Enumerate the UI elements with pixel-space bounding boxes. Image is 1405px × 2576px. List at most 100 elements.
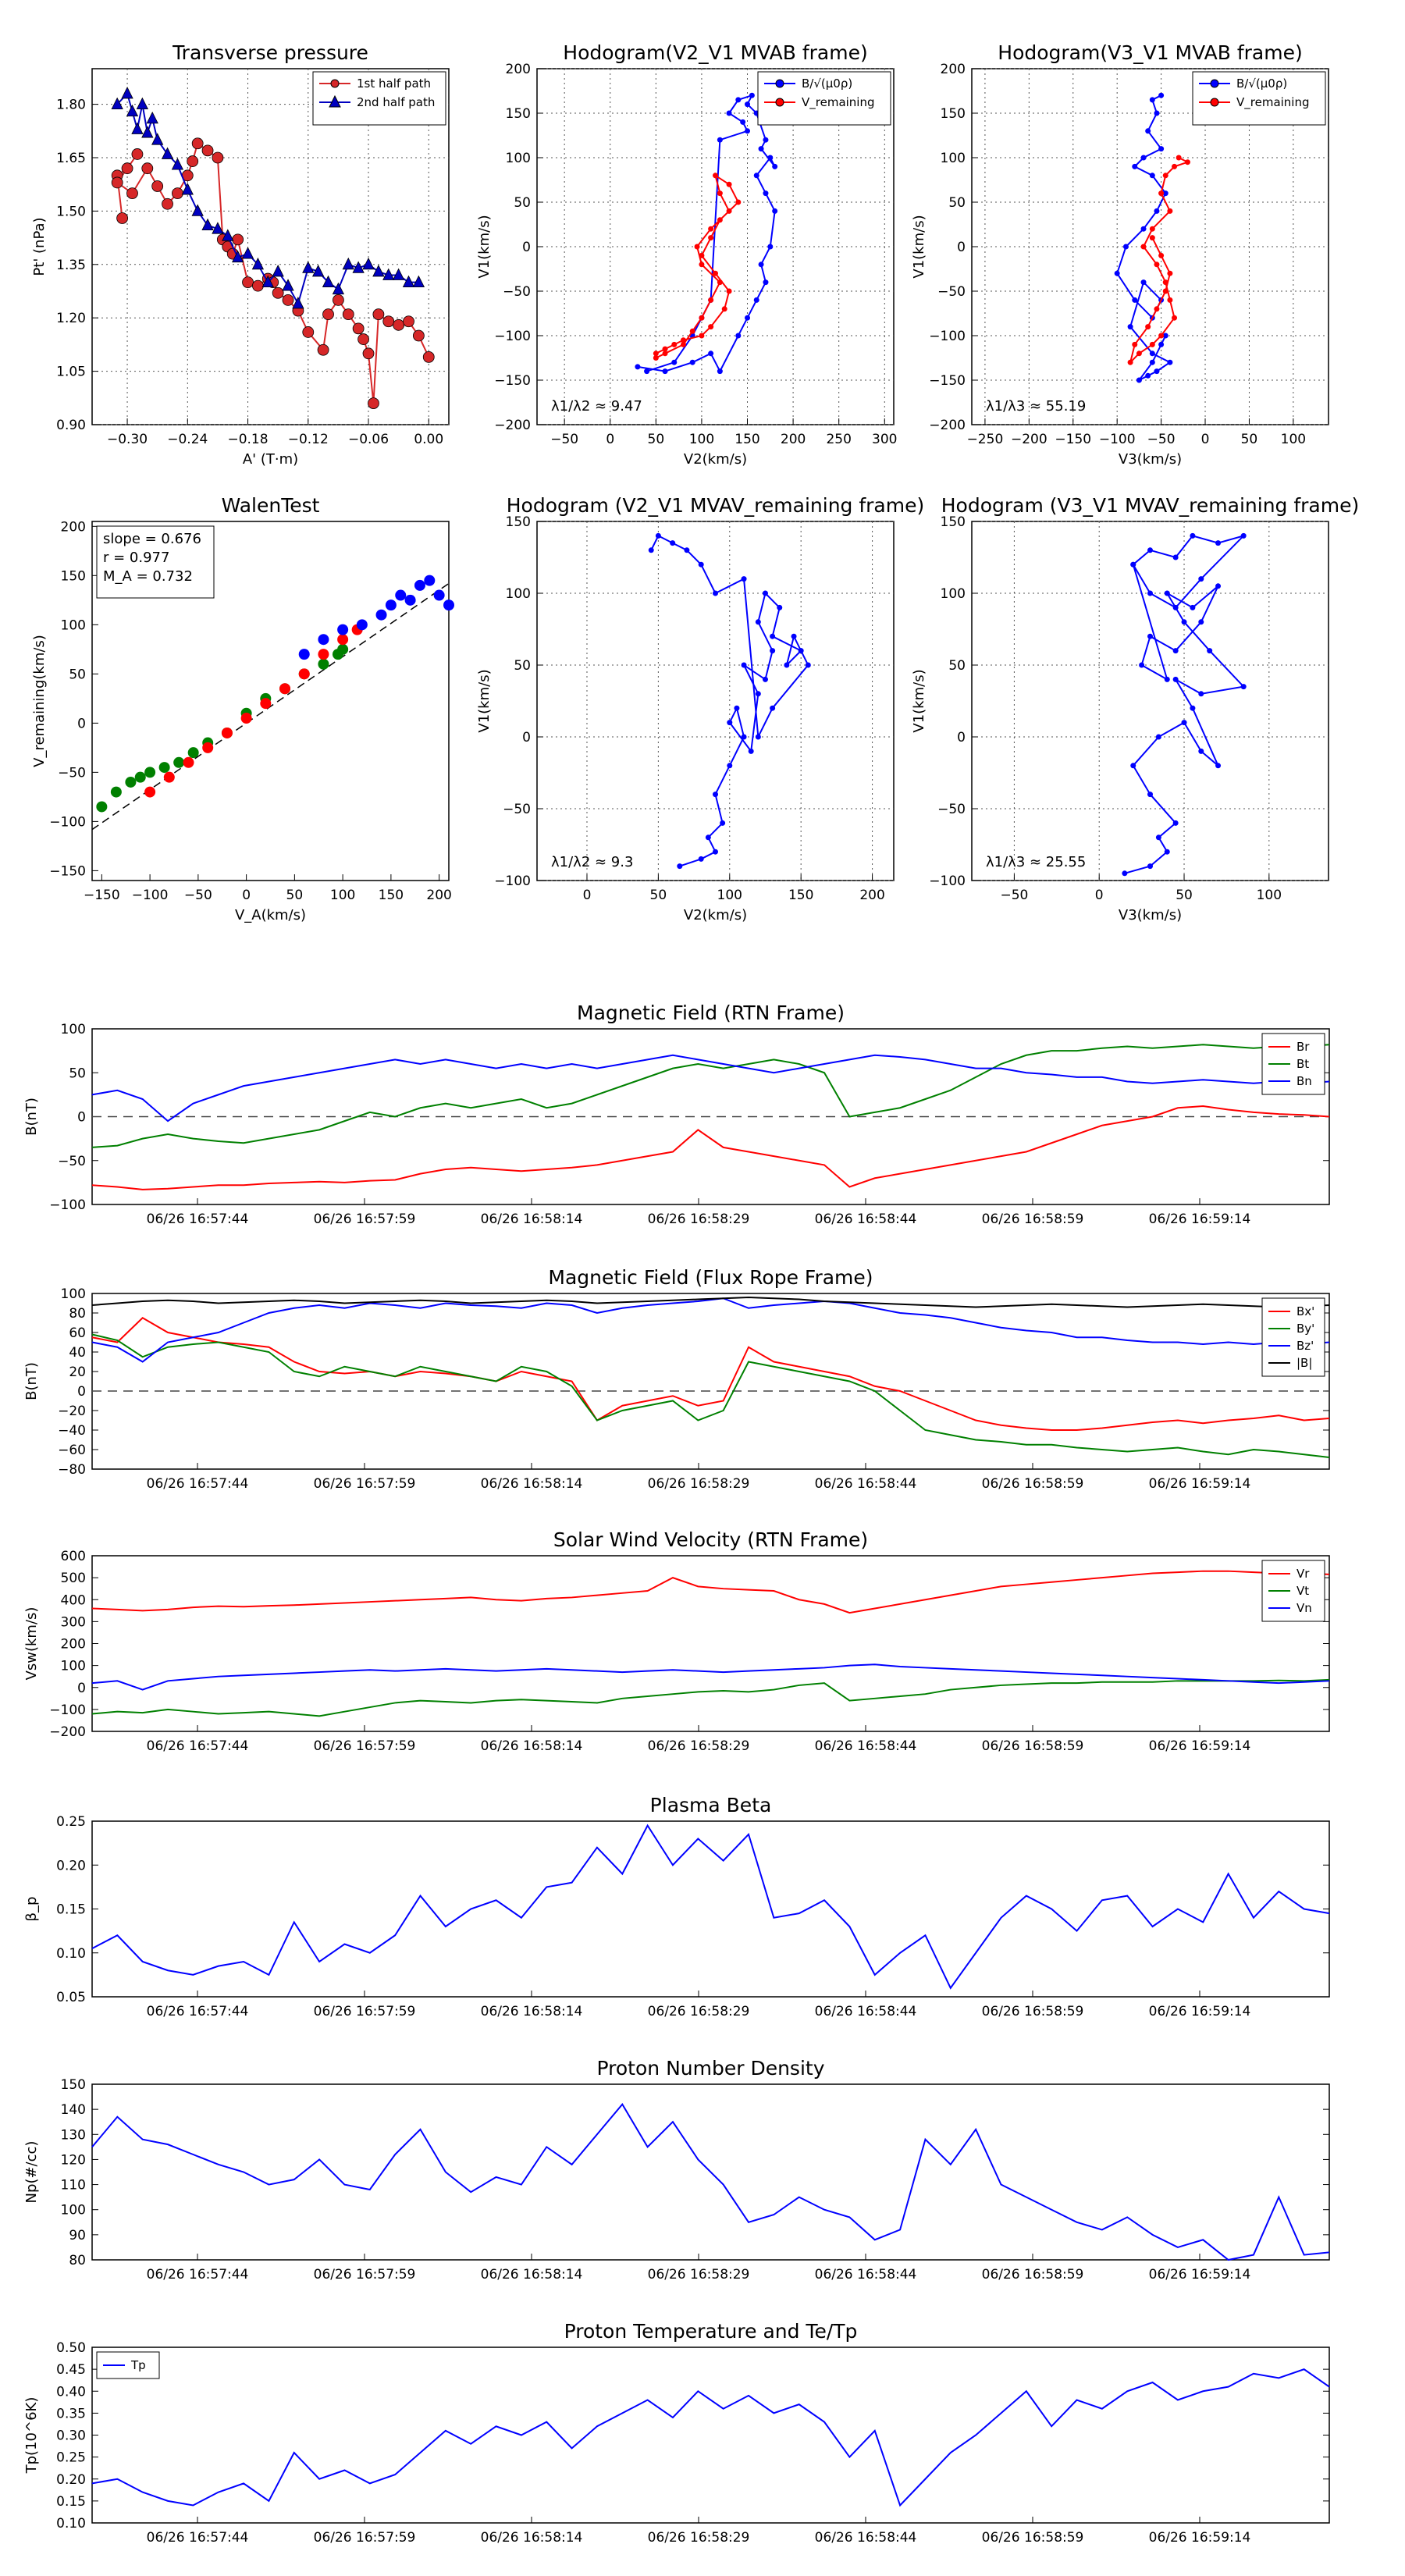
data-point <box>414 579 425 591</box>
data-point <box>726 208 732 214</box>
data-point <box>763 190 769 197</box>
x-axis-label: V3(km/s) <box>1119 451 1182 468</box>
data-point <box>318 634 329 646</box>
data-point <box>382 315 395 328</box>
data-point <box>146 111 158 124</box>
ratio-annotation: λ1/λ3 ≈ 55.19 <box>986 398 1086 415</box>
data-point <box>134 771 146 783</box>
data-point <box>1136 377 1142 383</box>
legend-box <box>1261 1297 1325 1377</box>
data-point <box>1149 350 1155 357</box>
data-point <box>1172 163 1178 169</box>
legend-marker <box>1210 98 1219 107</box>
y-tick-label: 0.25 <box>56 1814 86 1830</box>
series-line-Bn <box>91 1054 1330 1123</box>
data-point <box>677 863 683 870</box>
y-tick-label: −150 <box>929 373 966 389</box>
data-point <box>385 600 397 611</box>
y-tick-label: −100 <box>49 814 86 830</box>
x-tick-label: 50 <box>650 888 667 903</box>
data-point <box>1176 155 1182 161</box>
legend-marker <box>775 98 784 107</box>
legend-marker <box>1210 79 1219 88</box>
data-point <box>172 187 183 200</box>
data-point <box>708 235 714 241</box>
data-point <box>337 643 349 655</box>
y-tick-label: −100 <box>494 329 531 344</box>
x-tick-label: −100 <box>1099 432 1136 447</box>
data-point <box>755 619 761 625</box>
data-point <box>720 820 726 826</box>
x-tick-label: −50 <box>550 432 578 447</box>
data-point <box>1149 359 1155 365</box>
x-tick-label: 06/26 16:57:59 <box>314 1212 416 1227</box>
data-point <box>713 173 718 179</box>
data-point <box>745 101 751 108</box>
x-tick-label: 06/26 16:59:14 <box>1149 2004 1251 2019</box>
data-point <box>302 261 315 273</box>
data-point <box>635 364 641 370</box>
x-tick-label: 06/26 16:58:44 <box>815 1738 917 1754</box>
x-tick-label: 100 <box>1257 888 1282 903</box>
x-tick-label: 06/26 16:58:44 <box>815 2530 917 2546</box>
y-tick-label: −20 <box>58 1404 86 1419</box>
x-tick-label: 06/26 16:58:59 <box>982 1476 1084 1492</box>
x-tick-label: −100 <box>132 888 169 903</box>
x-tick-label: 150 <box>788 888 813 903</box>
data-point <box>352 261 365 273</box>
data-point <box>698 561 704 568</box>
data-point <box>1172 676 1179 682</box>
data-point <box>726 110 732 116</box>
x-tick-label: 06/26 16:57:44 <box>147 1476 249 1492</box>
y-tick-label: 100 <box>941 151 966 166</box>
x-tick-label: 06/26 16:59:14 <box>1149 1738 1251 1754</box>
x-tick-label: 0 <box>1095 888 1104 903</box>
data-point <box>772 208 778 214</box>
data-point <box>680 341 686 347</box>
y-tick-label: 1.80 <box>56 98 86 113</box>
x-tick-label: 06/26 16:58:59 <box>982 1212 1084 1227</box>
data-point <box>698 856 704 862</box>
legend-label: |B| <box>1297 1356 1312 1370</box>
data-point <box>1139 662 1145 668</box>
data-point <box>322 275 335 288</box>
x-tick-label: 06/26 16:58:44 <box>815 2267 917 2282</box>
y-tick-label: 500 <box>61 1571 86 1586</box>
data-point <box>298 668 310 680</box>
chart-title: Hodogram(V3_V1 MVAB frame) <box>998 41 1302 64</box>
x-tick-label: −0.30 <box>107 432 148 447</box>
data-point <box>1127 359 1133 365</box>
data-point <box>1207 648 1213 654</box>
data-point <box>772 163 778 169</box>
data-point <box>1154 368 1160 375</box>
y-tick-label: −100 <box>929 329 966 344</box>
data-point <box>1154 262 1160 268</box>
x-tick-label: 250 <box>826 432 851 447</box>
x-tick-label: −0.06 <box>348 432 389 447</box>
data-point <box>708 226 714 232</box>
data-point <box>241 247 254 259</box>
data-point <box>191 137 204 150</box>
data-point <box>1147 863 1153 870</box>
y-tick-label: 0.15 <box>56 2494 86 2510</box>
legend-label: Bn <box>1297 1074 1312 1088</box>
data-point <box>721 306 727 312</box>
chart-title: Proton Temperature and Te/Tp <box>564 2320 858 2343</box>
data-point <box>232 233 244 246</box>
data-point <box>232 250 244 263</box>
data-point <box>1140 279 1147 286</box>
y-tick-label: 1.50 <box>56 204 86 219</box>
data-point <box>735 199 742 205</box>
data-point <box>392 268 405 280</box>
data-point <box>372 265 385 277</box>
x-tick-label: 06/26 16:58:59 <box>982 2004 1084 2019</box>
data-point <box>1167 208 1173 214</box>
y-tick-label: 50 <box>948 658 966 674</box>
data-point <box>653 350 659 357</box>
series-line-Vr <box>91 1570 1330 1614</box>
hodogram-v3v1-mvab-panel: −250 −200 −150 −100 −50 0 50 100−200−150−100−50… <box>911 41 1329 468</box>
series-line-V <box>650 535 809 867</box>
y-tick-label: 200 <box>941 62 966 77</box>
legend-label: Bz' <box>1297 1339 1314 1353</box>
